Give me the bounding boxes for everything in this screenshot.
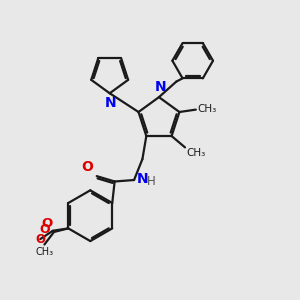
Text: O: O [40, 223, 50, 236]
Text: N: N [154, 80, 166, 94]
Text: N: N [136, 172, 148, 186]
Text: O: O [35, 232, 45, 246]
Text: H: H [147, 175, 155, 188]
Text: CH₃: CH₃ [197, 104, 216, 114]
Text: CH₃: CH₃ [187, 148, 206, 158]
Text: O: O [41, 217, 52, 230]
Text: O: O [81, 160, 93, 174]
Text: N: N [105, 96, 117, 110]
Text: CH₃: CH₃ [35, 248, 53, 257]
